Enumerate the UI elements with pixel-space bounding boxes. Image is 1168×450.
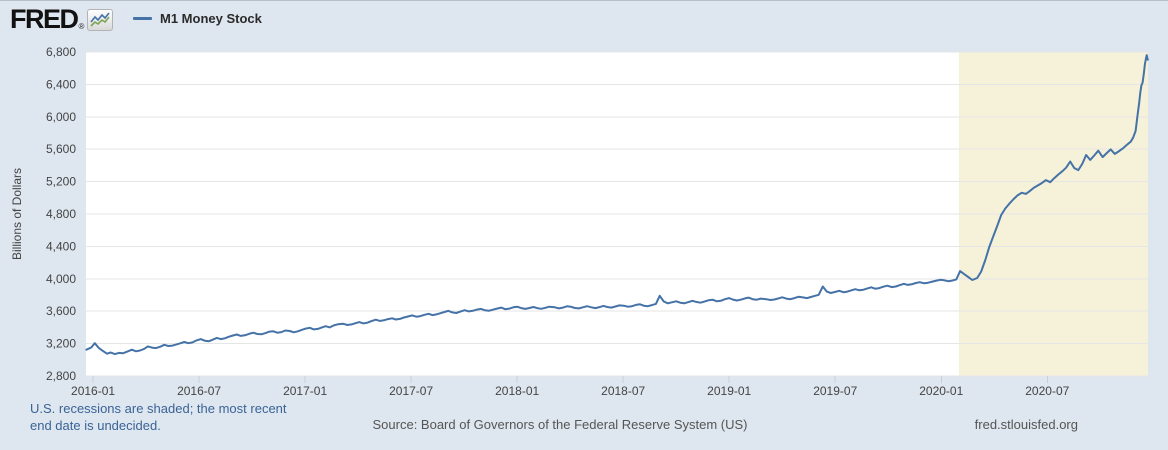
x-tick-label: 2016-01: [71, 384, 115, 398]
registered-trademark-symbol: ®: [78, 22, 85, 31]
x-tick-label: 2016-07: [177, 384, 221, 398]
y-tick-label: 6,400: [46, 77, 76, 91]
x-tick-label: 2019-07: [813, 384, 857, 398]
y-tick-label: 6,000: [46, 110, 76, 124]
fred-logo-text: FRED: [10, 4, 79, 34]
legend-line-swatch: [133, 17, 152, 20]
y-tick-label: 5,200: [46, 175, 76, 189]
y-tick-label: 4,000: [46, 272, 76, 286]
fred-logo[interactable]: FRED ®: [10, 4, 114, 34]
y-tick-label: 6,800: [46, 45, 76, 59]
x-tick-labels: 2016-01 2016-07 2017-01 2017-07 2018-01 2018-…: [71, 384, 1070, 398]
x-tick-label: 2018-01: [495, 384, 539, 398]
source-attribution: Source: Board of Governors of the Federa…: [372, 417, 748, 432]
fred-sparkline-icon: [87, 9, 114, 31]
y-tick-label: 4,800: [46, 207, 76, 221]
y-tick-label: 4,400: [46, 239, 76, 253]
m1-money-stock-line[interactable]: [85, 54, 1149, 356]
x-tick-label: 2019-01: [707, 384, 751, 398]
y-axis-title: Billions of Dollars: [10, 168, 24, 260]
x-tick-label: 2017-01: [283, 384, 327, 398]
x-tick-label: 2017-07: [389, 384, 433, 398]
y-tick-labels: 2,800 3,200 3,600 4,000 4,400 4,800 5,200 5,600…: [46, 45, 76, 383]
x-ticks: [92, 376, 1048, 383]
y-tick-label: 3,200: [46, 337, 76, 351]
y-tick-label: 5,600: [46, 142, 76, 156]
legend-series-label: M1 Money Stock: [160, 11, 262, 26]
x-tick-label: 2020-01: [919, 384, 963, 398]
x-tick-label: 2018-07: [601, 384, 645, 398]
recession-note-line2: end date is undecided.: [30, 418, 161, 433]
x-tick-label: 2020-07: [1025, 384, 1069, 398]
recession-note: U.S. recessions are shaded; the most rec…: [30, 400, 287, 434]
recession-note-line1: U.S. recessions are shaded; the most rec…: [30, 401, 287, 416]
fred-site-link[interactable]: fred.stlouisfed.org: [974, 417, 1078, 432]
legend-item: M1 Money Stock: [133, 11, 262, 26]
y-tick-label: 3,600: [46, 304, 76, 318]
plot-layers: 2,800 3,200 3,600 4,000 4,400 4,800 5,200 5,600…: [46, 45, 1149, 398]
y-tick-label: 2,800: [46, 369, 76, 383]
